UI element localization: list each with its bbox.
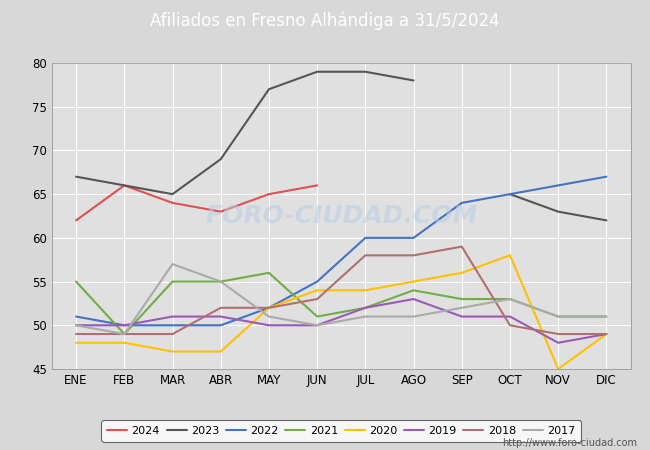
Text: http://www.foro-ciudad.com: http://www.foro-ciudad.com bbox=[502, 438, 637, 448]
Legend: 2024, 2023, 2022, 2021, 2020, 2019, 2018, 2017: 2024, 2023, 2022, 2021, 2020, 2019, 2018… bbox=[101, 420, 581, 441]
Text: FORO-CIUDAD.COM: FORO-CIUDAD.COM bbox=[205, 204, 478, 228]
Text: Afiliados en Fresno Alhándiga a 31/5/2024: Afiliados en Fresno Alhándiga a 31/5/202… bbox=[150, 11, 500, 30]
